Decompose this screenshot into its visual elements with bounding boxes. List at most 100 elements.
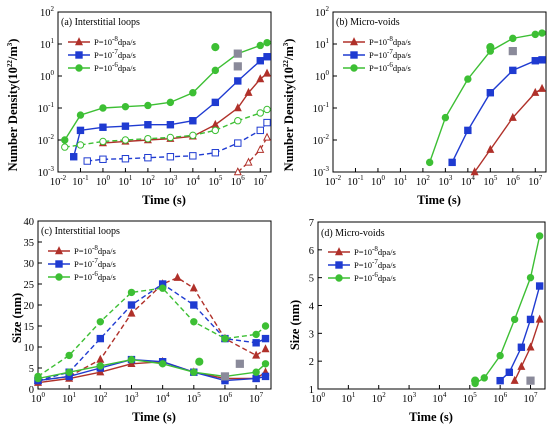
data-point [211, 149, 220, 157]
data-point [76, 111, 85, 119]
data-point [261, 334, 270, 343]
data-point [190, 301, 198, 309]
x-tick-label: 102 [372, 391, 387, 405]
data-point [65, 368, 73, 376]
series-line [237, 137, 268, 173]
data-point [96, 318, 105, 326]
x-tick-label: 105 [208, 174, 223, 188]
data-point [526, 273, 535, 282]
data-point [480, 374, 488, 382]
data-point [233, 103, 242, 112]
x-tick-label: 107 [524, 391, 539, 405]
data-point [535, 314, 544, 323]
data-point [244, 87, 253, 96]
xlabel-c: Time (s) [132, 410, 176, 424]
data-point [335, 261, 343, 269]
data-point [96, 334, 105, 343]
x-tick-label: 102 [93, 391, 108, 405]
data-point [55, 260, 63, 268]
data-point [234, 117, 242, 125]
data-point [535, 232, 544, 240]
y-tick-label: 5 [29, 364, 34, 375]
data-point [526, 376, 535, 385]
y-tick-label: 10 [24, 343, 35, 354]
x-tick-label: 101 [62, 391, 77, 405]
x-tick-label: 101 [118, 174, 133, 188]
data-point [61, 136, 69, 144]
y-tick-label: 1 [309, 385, 314, 396]
x-tick-label: 102 [141, 174, 156, 188]
data-point [510, 315, 519, 324]
data-point [158, 360, 167, 368]
data-point [252, 339, 260, 347]
data-point [211, 66, 220, 75]
legend-c: P=10-8dpa/sP=10-7dpa/sP=10-6dpa/s [48, 244, 116, 282]
data-point [121, 136, 130, 144]
x-tick-label: 107 [528, 174, 543, 188]
series-line [37, 287, 266, 377]
series-line [37, 276, 266, 382]
data-point [252, 350, 261, 359]
data-point [220, 372, 230, 381]
legend-label: P=10-6dpa/s [354, 271, 396, 283]
y-ticks-d: 1 2 3 4 5 6 7 [309, 218, 322, 396]
data-point [464, 126, 472, 135]
legend-label: P=10-8dpa/s [354, 245, 396, 257]
x-tick-label: 104 [461, 174, 476, 188]
data-point [261, 360, 270, 368]
ylabel-b: Number Density(1022/m3) [282, 39, 296, 172]
data-point [74, 37, 84, 46]
y-tick-label: 35 [24, 238, 35, 249]
data-point [234, 77, 242, 85]
x-tick-label: 100 [371, 174, 386, 188]
data-point [350, 51, 358, 59]
panel-title-c: (c) Interstitial loops [41, 226, 120, 237]
data-point [263, 68, 272, 77]
data-point [538, 29, 546, 37]
y-tick-label: 102 [40, 5, 55, 19]
panel-d: Size (nm) (d) Micro-voids Time (s) P=10-… [288, 218, 546, 424]
series-line [87, 122, 268, 162]
data-point [75, 64, 83, 72]
x-tick-label: 105 [187, 391, 202, 405]
data-point [127, 308, 136, 317]
panel-title-d: (d) Micro-voids [321, 228, 385, 239]
data-point [256, 126, 264, 135]
legend-label: P=10-7dpa/s [94, 48, 136, 60]
x-tick-label: 107 [249, 391, 264, 405]
legend-a: P=10-8dpa/sP=10-7dpa/sP=10-6dpa/s [68, 35, 136, 73]
data-point [526, 315, 535, 324]
data-point [34, 374, 42, 383]
data-point [96, 367, 105, 376]
x-tick-label: 10-1 [347, 174, 364, 188]
data-point [211, 98, 220, 107]
data-point [166, 121, 175, 129]
data-point [256, 144, 265, 153]
data-point [189, 89, 197, 97]
y-tick-label: 2 [309, 357, 314, 368]
data-point [127, 355, 136, 364]
y-tick-label: 10-2 [38, 133, 55, 147]
x-tick-label: 103 [402, 391, 417, 405]
data-point [256, 41, 264, 50]
panel-a: Number Density(1022/m3) (a) Interstitial… [6, 5, 272, 207]
x-tick-label: 103 [438, 174, 453, 188]
data-point [349, 37, 359, 46]
data-point [509, 66, 517, 75]
data-point [221, 334, 229, 343]
data-point [54, 246, 64, 255]
data-point [121, 122, 130, 130]
data-point [486, 144, 495, 153]
data-series-b [425, 29, 547, 176]
y-tick-label: 101 [40, 37, 55, 51]
data-point [508, 112, 517, 121]
plot-frame-a [57, 11, 272, 173]
data-point [233, 49, 242, 58]
data-point [448, 158, 456, 167]
panel-b: Number Density(1022/m3) (b) Micro-voids … [282, 5, 547, 207]
legend-label: P=10-8dpa/s [74, 244, 116, 256]
data-point [61, 143, 69, 151]
data-point [334, 247, 344, 256]
xlabel-d: Time (s) [409, 410, 453, 424]
y-tick-label: 100 [315, 69, 330, 83]
